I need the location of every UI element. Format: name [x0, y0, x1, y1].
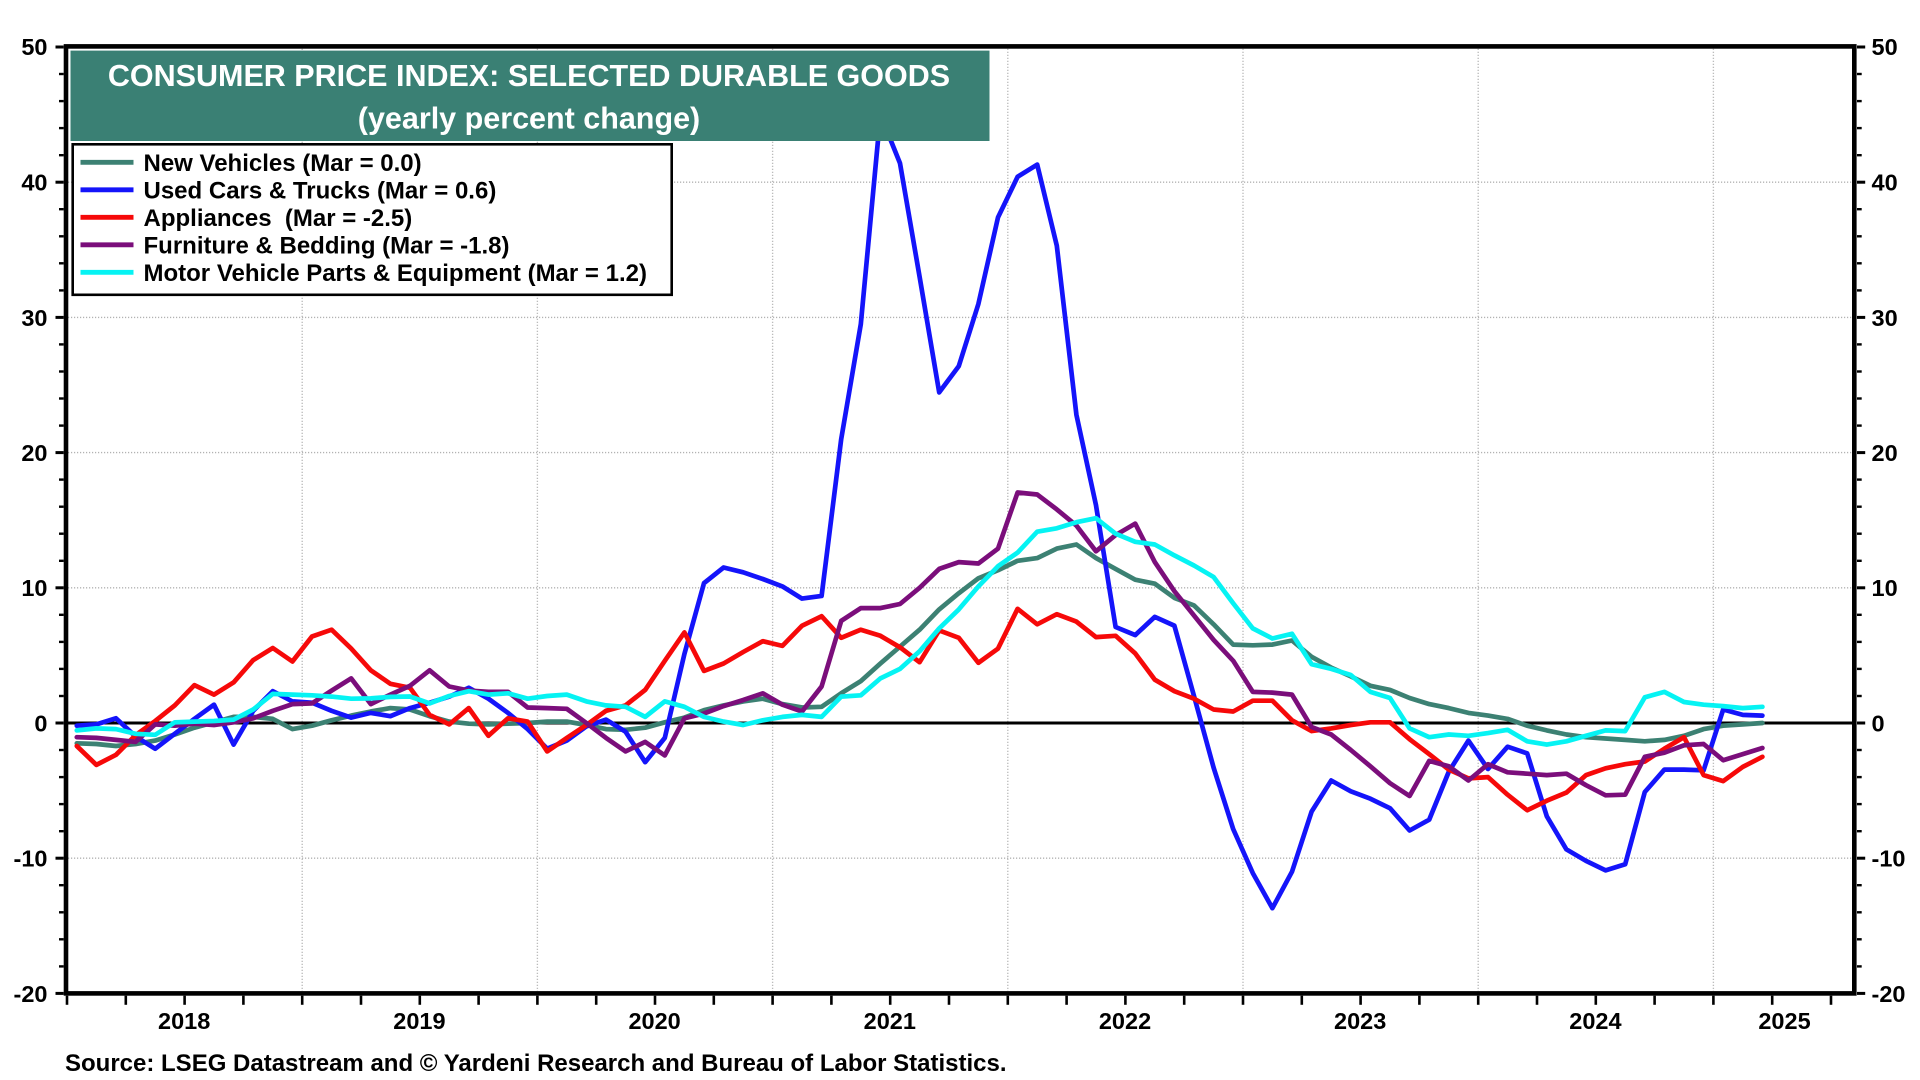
- svg-text:-20: -20: [14, 981, 48, 1007]
- svg-text:Used Cars & Trucks (Mar = 0.6): Used Cars & Trucks (Mar = 0.6): [144, 177, 497, 204]
- svg-text:2022: 2022: [1099, 1008, 1151, 1034]
- svg-text:-20: -20: [1872, 981, 1906, 1007]
- svg-text:0: 0: [34, 710, 47, 736]
- svg-text:2025: 2025: [1758, 1008, 1810, 1034]
- svg-text:2023: 2023: [1334, 1008, 1386, 1034]
- svg-text:Motor Vehicle Parts & Equipmen: Motor Vehicle Parts & Equipment (Mar = 1…: [144, 260, 647, 287]
- svg-text:40: 40: [1872, 170, 1898, 196]
- svg-text:2021: 2021: [864, 1008, 916, 1034]
- svg-text:40: 40: [21, 170, 47, 196]
- svg-text:50: 50: [1872, 34, 1898, 60]
- svg-text:New Vehicles (Mar = 0.0): New Vehicles (Mar = 0.0): [144, 150, 422, 177]
- svg-text:(yearly percent change): (yearly percent change): [358, 102, 700, 136]
- svg-text:30: 30: [21, 305, 47, 331]
- svg-text:CONSUMER PRICE INDEX: SELECTED: CONSUMER PRICE INDEX: SELECTED DURABLE G…: [108, 59, 950, 93]
- svg-text:2019: 2019: [393, 1008, 445, 1034]
- svg-text:-10: -10: [1872, 846, 1906, 872]
- svg-text:Source: LSEG Datastream and ©: Source: LSEG Datastream and © Yardeni Re…: [65, 1050, 1007, 1077]
- svg-text:0: 0: [1872, 710, 1885, 736]
- svg-text:Appliances (Mar = -2.5): Appliances (Mar = -2.5): [144, 205, 413, 232]
- svg-text:-10: -10: [14, 846, 48, 872]
- svg-text:30: 30: [1872, 305, 1898, 331]
- svg-text:10: 10: [21, 575, 47, 601]
- svg-text:Furniture & Bedding (Mar = -1.: Furniture & Bedding (Mar = -1.8): [144, 232, 510, 259]
- svg-text:2024: 2024: [1569, 1008, 1621, 1034]
- svg-text:10: 10: [1872, 575, 1898, 601]
- svg-text:2020: 2020: [628, 1008, 680, 1034]
- svg-text:2018: 2018: [158, 1008, 210, 1034]
- svg-text:20: 20: [1872, 440, 1898, 466]
- svg-text:20: 20: [21, 440, 47, 466]
- svg-text:50: 50: [21, 34, 47, 60]
